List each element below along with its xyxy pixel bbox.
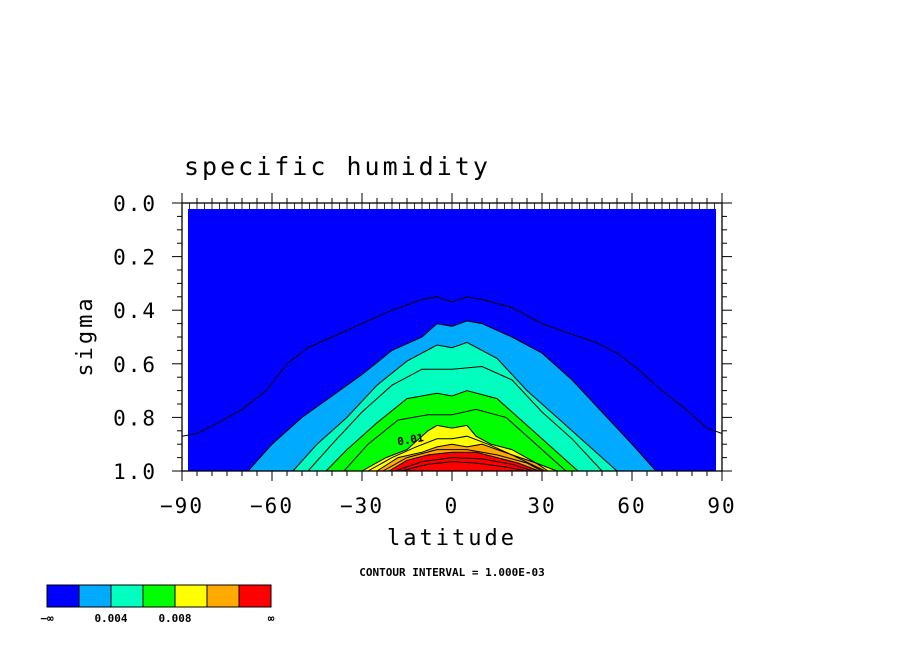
y-axis-label: sigma [73,295,98,376]
x-axis-label: latitude [387,526,517,551]
contour-line-inner-0 [307,365,603,472]
contour-lines [181,296,723,472]
legend-label: 0.008 [158,612,191,625]
contour-line-band-1 [292,341,618,472]
x-tick-label: 30 [527,494,556,518]
legend-swatch [78,584,112,608]
y-tick-label: 0.0 [113,192,157,216]
contour-line-inner-4 [394,457,534,472]
y-tick-label: 0.4 [113,299,157,323]
plot-area: 0.01 [181,209,723,472]
x-tick-label: −90 [160,494,204,518]
contour-interval-note: CONTOUR INTERVAL = 1.000E-03 [359,566,544,579]
contour-line-band-3 [361,424,558,472]
legend-swatch [110,584,144,608]
contour-line-inner-2 [367,435,546,472]
x-tick-label: −60 [250,494,294,518]
contour-line-band-4 [376,443,549,472]
legend-swatch [174,584,208,608]
legend-label: ∞ [268,612,275,625]
legend-label: −∞ [40,612,54,625]
contour-line-inner-3 [382,449,543,472]
x-tick-label: 90 [707,494,736,518]
contour-label: 0.01 [396,431,425,448]
contour-line-inner-5 [400,461,528,472]
chart-title: specific humidity [184,152,491,181]
legend-swatch [206,584,240,608]
x-tick-label: 60 [617,494,646,518]
contour-line-band-0 [247,320,657,472]
legend-swatch [46,584,80,608]
y-tick-label: 1.0 [113,460,157,484]
x-tick-labels: −90 −60 −30 0 30 60 90 [160,494,736,518]
y-tick-label: 0.2 [113,246,157,270]
y-tick-label: 0.6 [113,353,157,377]
contour-line-outer [181,296,723,437]
legend-swatch [238,584,272,608]
legend-swatch [142,584,176,608]
legend-label: 0.004 [94,612,127,625]
contour-line-band-2 [325,390,579,472]
x-tick-label: −30 [340,494,384,518]
y-tick-label: 0.8 [113,406,157,430]
plot-frame [172,193,732,481]
y-tick-labels: 0.0 0.2 0.4 0.6 0.8 1.0 [113,192,157,484]
contour-line-band-5 [388,451,540,472]
x-tick-label: 0 [445,494,460,518]
color-legend: −∞ 0.004 0.008 ∞ [40,584,275,625]
contour-line-inner-1 [343,408,567,472]
